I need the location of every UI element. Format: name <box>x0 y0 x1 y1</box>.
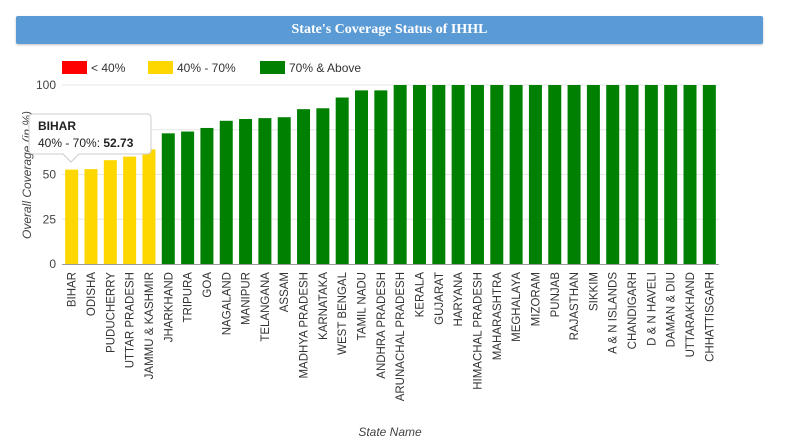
bar <box>412 85 426 264</box>
x-tick-label: PUNJAB <box>550 272 562 318</box>
x-tick-label: KARNATAKA <box>318 272 330 340</box>
bar <box>393 85 407 264</box>
bar <box>200 127 214 265</box>
x-tick-label: SIKKIM <box>588 272 600 311</box>
bar <box>432 85 446 264</box>
x-tick-label: ODISHA <box>86 272 98 316</box>
legend-swatch <box>62 61 87 74</box>
y-tick-label: 100 <box>36 78 56 92</box>
x-tick-label: PUDUCHERRY <box>105 272 117 353</box>
bar <box>567 85 581 264</box>
tooltip-value: 40% - 70%: 52.73 <box>38 136 134 150</box>
x-tick-label: DAMAN & DIU <box>666 272 678 347</box>
x-tick-label: ARUNACHAL PRADESH <box>395 272 407 401</box>
legend-label: 40% - 70% <box>177 61 236 75</box>
grid <box>62 84 719 220</box>
x-tick-label: CHANDIGARH <box>627 272 639 349</box>
legend: < 40% 40% - 70% 70% & Above <box>62 61 361 75</box>
bar <box>65 169 79 264</box>
bar <box>297 109 311 264</box>
bar <box>606 85 620 264</box>
x-tick-label: TELANGANA <box>260 272 272 342</box>
x-tick-label: GOA <box>202 272 214 298</box>
x-tick-label: MAHARASHTRA <box>492 272 504 361</box>
x-axis-title: State Name <box>358 425 422 439</box>
bar <box>528 85 542 264</box>
bar <box>316 108 330 265</box>
bar <box>258 118 272 265</box>
x-tick-label: ANDHRA PRADESH <box>376 272 388 379</box>
tooltip-number: 52.73 <box>103 136 133 150</box>
y-tick-label: 0 <box>49 257 56 271</box>
x-tick-label: JHARKHAND <box>163 272 175 342</box>
x-tick-label: CHHATTISGARH <box>704 272 716 362</box>
x-tick-label: GUJARAT <box>434 272 446 325</box>
tooltip-band: 40% - 70%: <box>38 136 103 150</box>
x-tick-label: D & N HAVELI <box>646 272 658 346</box>
bar <box>84 169 98 264</box>
bar <box>161 133 175 264</box>
x-tick-label: BIHAR <box>67 272 79 307</box>
bar <box>219 120 233 264</box>
bar <box>664 85 678 264</box>
x-tick-label: A & N ISLANDS <box>608 272 620 354</box>
bar <box>355 90 369 265</box>
x-tick-label: MANIPUR <box>241 272 253 325</box>
tooltip-box <box>28 113 152 163</box>
bar <box>103 160 117 264</box>
y-tick-label: 25 <box>43 212 57 226</box>
legend-swatch <box>260 61 285 74</box>
x-tick-label: TRIPURA <box>183 272 195 323</box>
x-tick-label: TAMIL NADU <box>357 272 369 340</box>
bar <box>451 85 465 264</box>
bar <box>644 85 658 264</box>
x-tick-label: MEGHALAYA <box>511 272 523 342</box>
bar <box>277 117 291 264</box>
tooltip-title: BIHAR <box>38 119 76 133</box>
tooltip: BIHAR 40% - 70%: 52.73 <box>28 113 152 163</box>
x-tick-label: UTTAR PRADESH <box>125 272 137 368</box>
bar <box>702 85 716 264</box>
bar <box>683 85 697 264</box>
axes: 0255075100BIHARODISHAPUDUCHERRYUTTAR PRA… <box>20 78 719 439</box>
legend-label: 70% & Above <box>289 61 361 75</box>
x-tick-label: UTTARAKHAND <box>685 272 697 357</box>
y-tick-label: 50 <box>43 168 57 182</box>
bar <box>374 90 388 265</box>
chart-title: State's Coverage Status of IHHL <box>16 16 763 44</box>
bar <box>548 85 562 264</box>
x-tick-label: MADHYA PRADESH <box>299 272 311 379</box>
x-tick-label: ASSAM <box>279 272 291 312</box>
legend-label: < 40% <box>91 61 126 75</box>
bar <box>181 131 195 264</box>
legend-swatch <box>148 61 173 74</box>
bars <box>65 85 716 265</box>
bar <box>239 119 253 264</box>
x-tick-label: HIMACHAL PRADESH <box>472 272 484 390</box>
bar <box>335 97 349 264</box>
bar <box>470 85 484 264</box>
x-tick-label: WEST BENGAL <box>337 271 349 354</box>
x-tick-label: MIZORAM <box>530 272 542 326</box>
bar <box>509 85 523 264</box>
bar <box>490 85 504 264</box>
bar <box>586 85 600 264</box>
x-tick-label: HARYANA <box>453 272 465 327</box>
bar <box>625 85 639 264</box>
x-tick-label: KERALA <box>414 272 426 318</box>
x-tick-label: RAJASTHAN <box>569 272 581 340</box>
bar <box>123 156 137 264</box>
bar <box>142 149 156 264</box>
x-tick-label: JAMMU & KASHMIR <box>144 272 156 379</box>
x-tick-label: NAGALAND <box>221 272 233 335</box>
